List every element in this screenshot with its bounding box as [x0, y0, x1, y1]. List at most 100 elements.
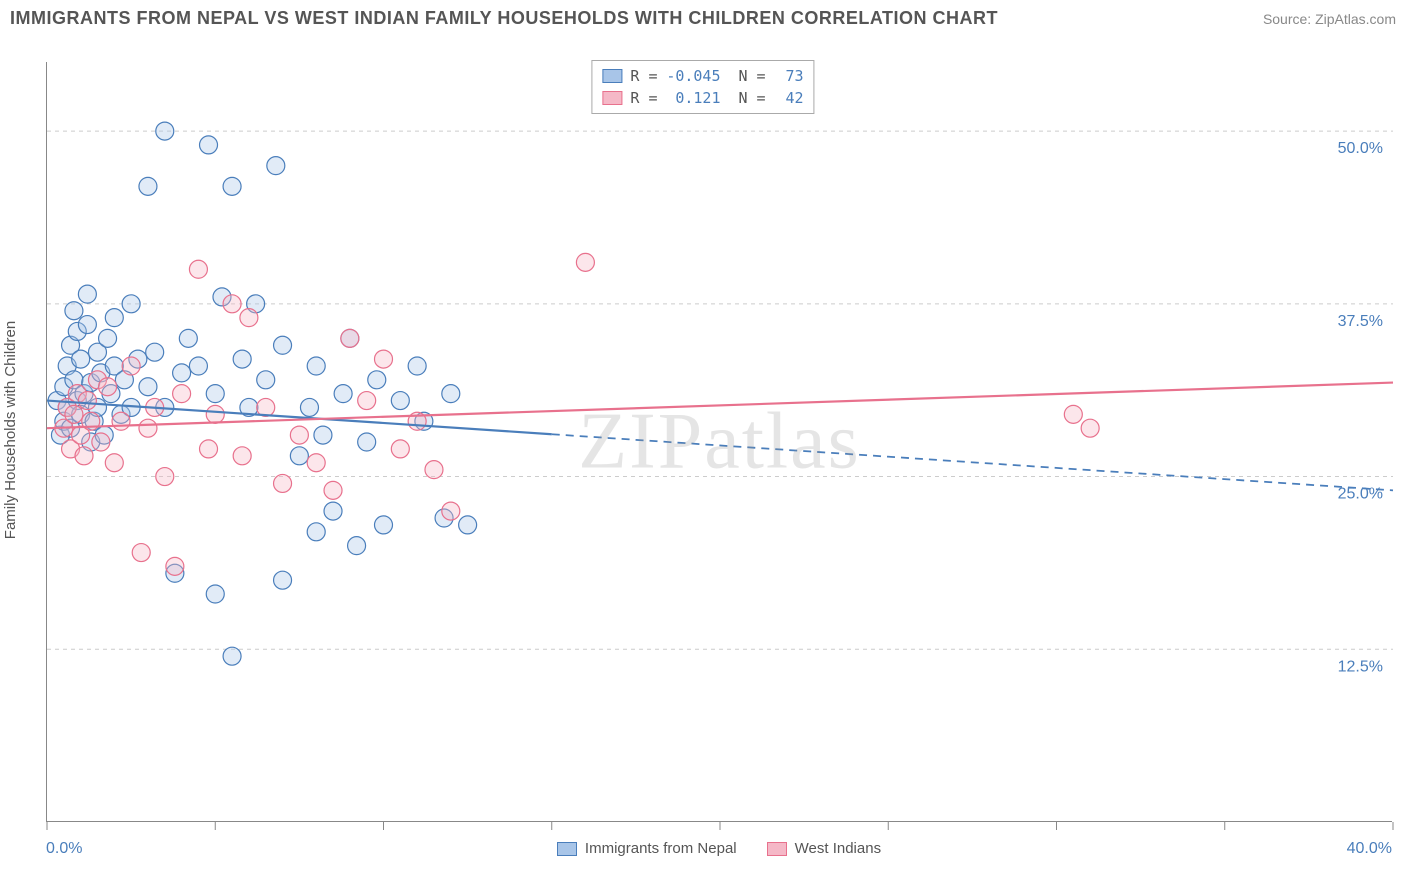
data-point — [75, 447, 93, 465]
data-point — [200, 440, 218, 458]
data-point — [223, 295, 241, 313]
data-point — [206, 405, 224, 423]
data-point — [156, 122, 174, 140]
data-point — [139, 177, 157, 195]
legend-swatch — [602, 69, 622, 83]
data-point — [1081, 419, 1099, 437]
legend-n-value: 73 — [774, 67, 804, 85]
data-point — [368, 371, 386, 389]
data-point — [189, 357, 207, 375]
data-point — [290, 426, 308, 444]
source-label: Source: ZipAtlas.com — [1263, 11, 1396, 27]
legend-r-label: R = — [630, 67, 657, 85]
data-point — [233, 350, 251, 368]
data-point — [334, 385, 352, 403]
legend-swatch — [767, 842, 787, 856]
y-tick-label: 25.0% — [1338, 486, 1383, 503]
data-point — [65, 405, 83, 423]
y-tick-label: 50.0% — [1338, 140, 1383, 157]
data-point — [576, 253, 594, 271]
data-point — [139, 378, 157, 396]
data-point — [166, 557, 184, 575]
data-point — [459, 516, 477, 534]
data-point — [425, 461, 443, 479]
chart-container: IMMIGRANTS FROM NEPAL VS WEST INDIAN FAM… — [0, 0, 1406, 892]
data-point — [240, 309, 258, 327]
data-point — [105, 309, 123, 327]
data-point — [122, 295, 140, 313]
data-point — [307, 357, 325, 375]
legend-correlation: R = -0.045 N = 73 R = 0.121 N = 42 — [591, 60, 814, 114]
legend-series-label: Immigrants from Nepal — [585, 840, 737, 857]
data-point — [307, 454, 325, 472]
data-point — [300, 398, 318, 416]
data-point — [206, 385, 224, 403]
y-tick-label: 12.5% — [1338, 658, 1383, 675]
data-point — [274, 571, 292, 589]
data-point — [99, 378, 117, 396]
data-point — [146, 343, 164, 361]
data-point — [223, 647, 241, 665]
data-point — [179, 329, 197, 347]
data-point — [112, 412, 130, 430]
data-point — [92, 433, 110, 451]
data-point — [442, 502, 460, 520]
plot-area: 12.5%25.0%37.5%50.0% ZIPatlas — [46, 62, 1392, 822]
header: IMMIGRANTS FROM NEPAL VS WEST INDIAN FAM… — [10, 8, 1396, 29]
data-point — [391, 440, 409, 458]
legend-r-value: -0.045 — [666, 67, 721, 85]
chart-svg: 12.5% 25.0% 37.5% 50.0% — [47, 62, 1392, 821]
data-point — [375, 350, 393, 368]
legend-series-label: West Indians — [795, 840, 881, 857]
data-point — [223, 177, 241, 195]
data-point — [132, 544, 150, 562]
chart-title: IMMIGRANTS FROM NEPAL VS WEST INDIAN FAM… — [10, 8, 998, 29]
data-point — [65, 302, 83, 320]
data-point — [78, 392, 96, 410]
data-point — [139, 419, 157, 437]
legend-series-item: Immigrants from Nepal — [557, 840, 737, 857]
legend-series-item: West Indians — [767, 840, 881, 857]
data-point — [206, 585, 224, 603]
data-point — [307, 523, 325, 541]
data-point — [348, 537, 366, 555]
data-point — [257, 371, 275, 389]
legend-swatch — [602, 91, 622, 105]
data-point — [408, 357, 426, 375]
legend-n-value: 42 — [774, 89, 804, 107]
y-tick-label: 37.5% — [1338, 313, 1383, 330]
data-point — [267, 157, 285, 175]
data-point — [358, 433, 376, 451]
legend-n-label: N = — [739, 67, 766, 85]
data-point — [99, 329, 117, 347]
data-point — [314, 426, 332, 444]
data-point — [105, 454, 123, 472]
data-point — [173, 364, 191, 382]
data-point — [341, 329, 359, 347]
data-point — [442, 385, 460, 403]
legend-r-value: 0.121 — [666, 89, 721, 107]
legend-swatch — [557, 842, 577, 856]
legend-r-label: R = — [630, 89, 657, 107]
data-point — [233, 447, 251, 465]
data-point — [1064, 405, 1082, 423]
data-point — [358, 392, 376, 410]
data-point — [189, 260, 207, 278]
data-point — [200, 136, 218, 154]
data-point — [324, 481, 342, 499]
data-point — [274, 336, 292, 354]
legend-n-label: N = — [739, 89, 766, 107]
data-point — [122, 357, 140, 375]
data-point — [156, 468, 174, 486]
data-point — [324, 502, 342, 520]
data-point — [78, 316, 96, 334]
data-point — [173, 385, 191, 403]
data-point — [290, 447, 308, 465]
y-axis-title: Family Households with Children — [2, 321, 19, 539]
data-point — [375, 516, 393, 534]
legend-correlation-row: R = 0.121 N = 42 — [602, 87, 803, 109]
data-point — [72, 350, 90, 368]
data-point — [78, 285, 96, 303]
legend-series: Immigrants from Nepal West Indians — [46, 840, 1392, 857]
legend-correlation-row: R = -0.045 N = 73 — [602, 65, 803, 87]
